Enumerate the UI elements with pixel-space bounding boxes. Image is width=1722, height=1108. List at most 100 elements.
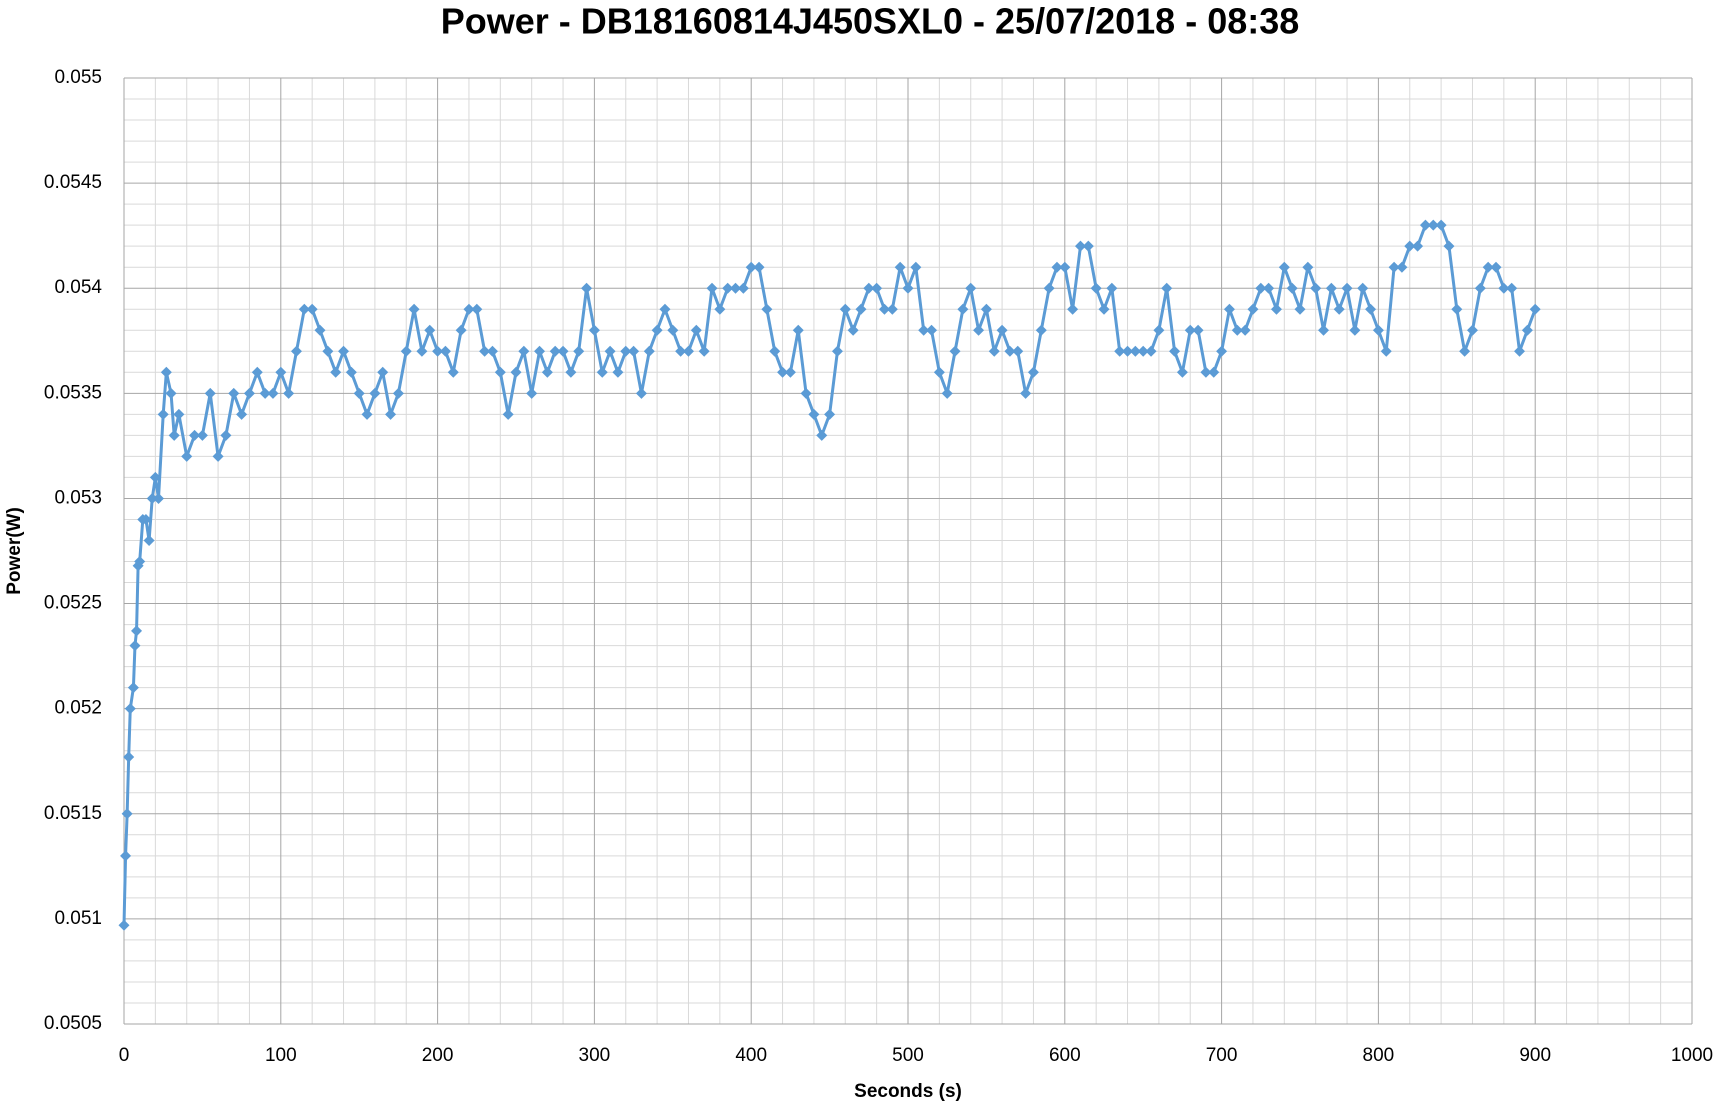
data-point bbox=[204, 387, 216, 399]
data-point bbox=[816, 429, 828, 441]
data-point bbox=[1270, 303, 1282, 315]
data-point bbox=[361, 408, 373, 420]
y-tick-label: 0.054 bbox=[54, 277, 102, 298]
data-point bbox=[140, 513, 152, 525]
data-point bbox=[463, 303, 475, 315]
data-point bbox=[1318, 324, 1330, 336]
data-point bbox=[800, 387, 812, 399]
data-point bbox=[275, 366, 287, 378]
data-point bbox=[902, 282, 914, 294]
data-point bbox=[1278, 261, 1290, 273]
data-point bbox=[165, 387, 177, 399]
data-point bbox=[1404, 240, 1416, 252]
data-point bbox=[447, 366, 459, 378]
data-point bbox=[824, 408, 836, 420]
data-point bbox=[635, 387, 647, 399]
data-point bbox=[737, 282, 749, 294]
data-point bbox=[322, 345, 334, 357]
data-point bbox=[1122, 345, 1134, 357]
data-point bbox=[1051, 261, 1063, 273]
data-point bbox=[129, 640, 141, 652]
data-point bbox=[1451, 303, 1463, 315]
data-point bbox=[973, 324, 985, 336]
data-point bbox=[1302, 261, 1314, 273]
data-point bbox=[643, 345, 655, 357]
data-point bbox=[1129, 345, 1141, 357]
data-point bbox=[596, 366, 608, 378]
y-tick-label: 0.0525 bbox=[44, 593, 102, 614]
data-point bbox=[494, 366, 506, 378]
data-point bbox=[1145, 345, 1157, 357]
data-point bbox=[1043, 282, 1055, 294]
data-point bbox=[1247, 303, 1259, 315]
data-point bbox=[392, 387, 404, 399]
data-point bbox=[792, 324, 804, 336]
data-point bbox=[1396, 261, 1408, 273]
data-point bbox=[1443, 240, 1455, 252]
data-point bbox=[1380, 345, 1392, 357]
data-point bbox=[251, 366, 263, 378]
data-point bbox=[338, 345, 350, 357]
data-point bbox=[1333, 303, 1345, 315]
data-point bbox=[306, 303, 318, 315]
data-point bbox=[1294, 303, 1306, 315]
data-point bbox=[957, 303, 969, 315]
data-point bbox=[549, 345, 561, 357]
data-point bbox=[604, 345, 616, 357]
data-point bbox=[1325, 282, 1337, 294]
data-point bbox=[377, 366, 389, 378]
data-point bbox=[659, 303, 671, 315]
data-point bbox=[1286, 282, 1298, 294]
x-tick-label: 200 bbox=[422, 1045, 454, 1066]
data-point bbox=[118, 919, 130, 931]
data-point bbox=[1192, 324, 1204, 336]
data-point bbox=[1004, 345, 1016, 357]
x-tick-label: 600 bbox=[1049, 1045, 1081, 1066]
data-point bbox=[212, 450, 224, 462]
data-point bbox=[267, 387, 279, 399]
data-point bbox=[1059, 261, 1071, 273]
data-point bbox=[1514, 345, 1526, 357]
x-axis-title: Seconds (s) bbox=[854, 1081, 962, 1102]
data-point bbox=[1114, 345, 1126, 357]
y-tick-label: 0.0505 bbox=[44, 1013, 102, 1034]
data-point bbox=[620, 345, 632, 357]
data-point bbox=[698, 345, 710, 357]
data-point bbox=[1223, 303, 1235, 315]
data-point bbox=[510, 366, 522, 378]
x-tick-label: 800 bbox=[1363, 1045, 1395, 1066]
data-point bbox=[369, 387, 381, 399]
data-point bbox=[455, 324, 467, 336]
data-point bbox=[1098, 303, 1110, 315]
data-point bbox=[1349, 324, 1361, 336]
data-point bbox=[534, 345, 546, 357]
data-point bbox=[385, 408, 397, 420]
data-point bbox=[886, 303, 898, 315]
data-point bbox=[220, 429, 232, 441]
data-point bbox=[996, 324, 1008, 336]
data-point bbox=[124, 703, 136, 715]
data-point bbox=[1474, 282, 1486, 294]
data-point bbox=[345, 366, 357, 378]
data-point bbox=[518, 345, 530, 357]
data-point bbox=[330, 366, 342, 378]
data-point bbox=[146, 492, 158, 504]
data-point bbox=[1412, 240, 1424, 252]
data-point bbox=[236, 408, 248, 420]
data-point bbox=[1459, 345, 1471, 357]
data-point bbox=[761, 303, 773, 315]
data-point bbox=[400, 345, 412, 357]
data-point bbox=[855, 303, 867, 315]
x-tick-label: 900 bbox=[1519, 1045, 1551, 1066]
data-point bbox=[1255, 282, 1267, 294]
data-point bbox=[1200, 366, 1212, 378]
data-point bbox=[1521, 324, 1533, 336]
data-point bbox=[127, 682, 139, 694]
y-tick-label: 0.053 bbox=[54, 487, 102, 508]
data-point bbox=[173, 408, 185, 420]
data-point bbox=[314, 324, 326, 336]
y-tick-label: 0.052 bbox=[54, 698, 102, 719]
data-point bbox=[1506, 282, 1518, 294]
data-point bbox=[1090, 282, 1102, 294]
